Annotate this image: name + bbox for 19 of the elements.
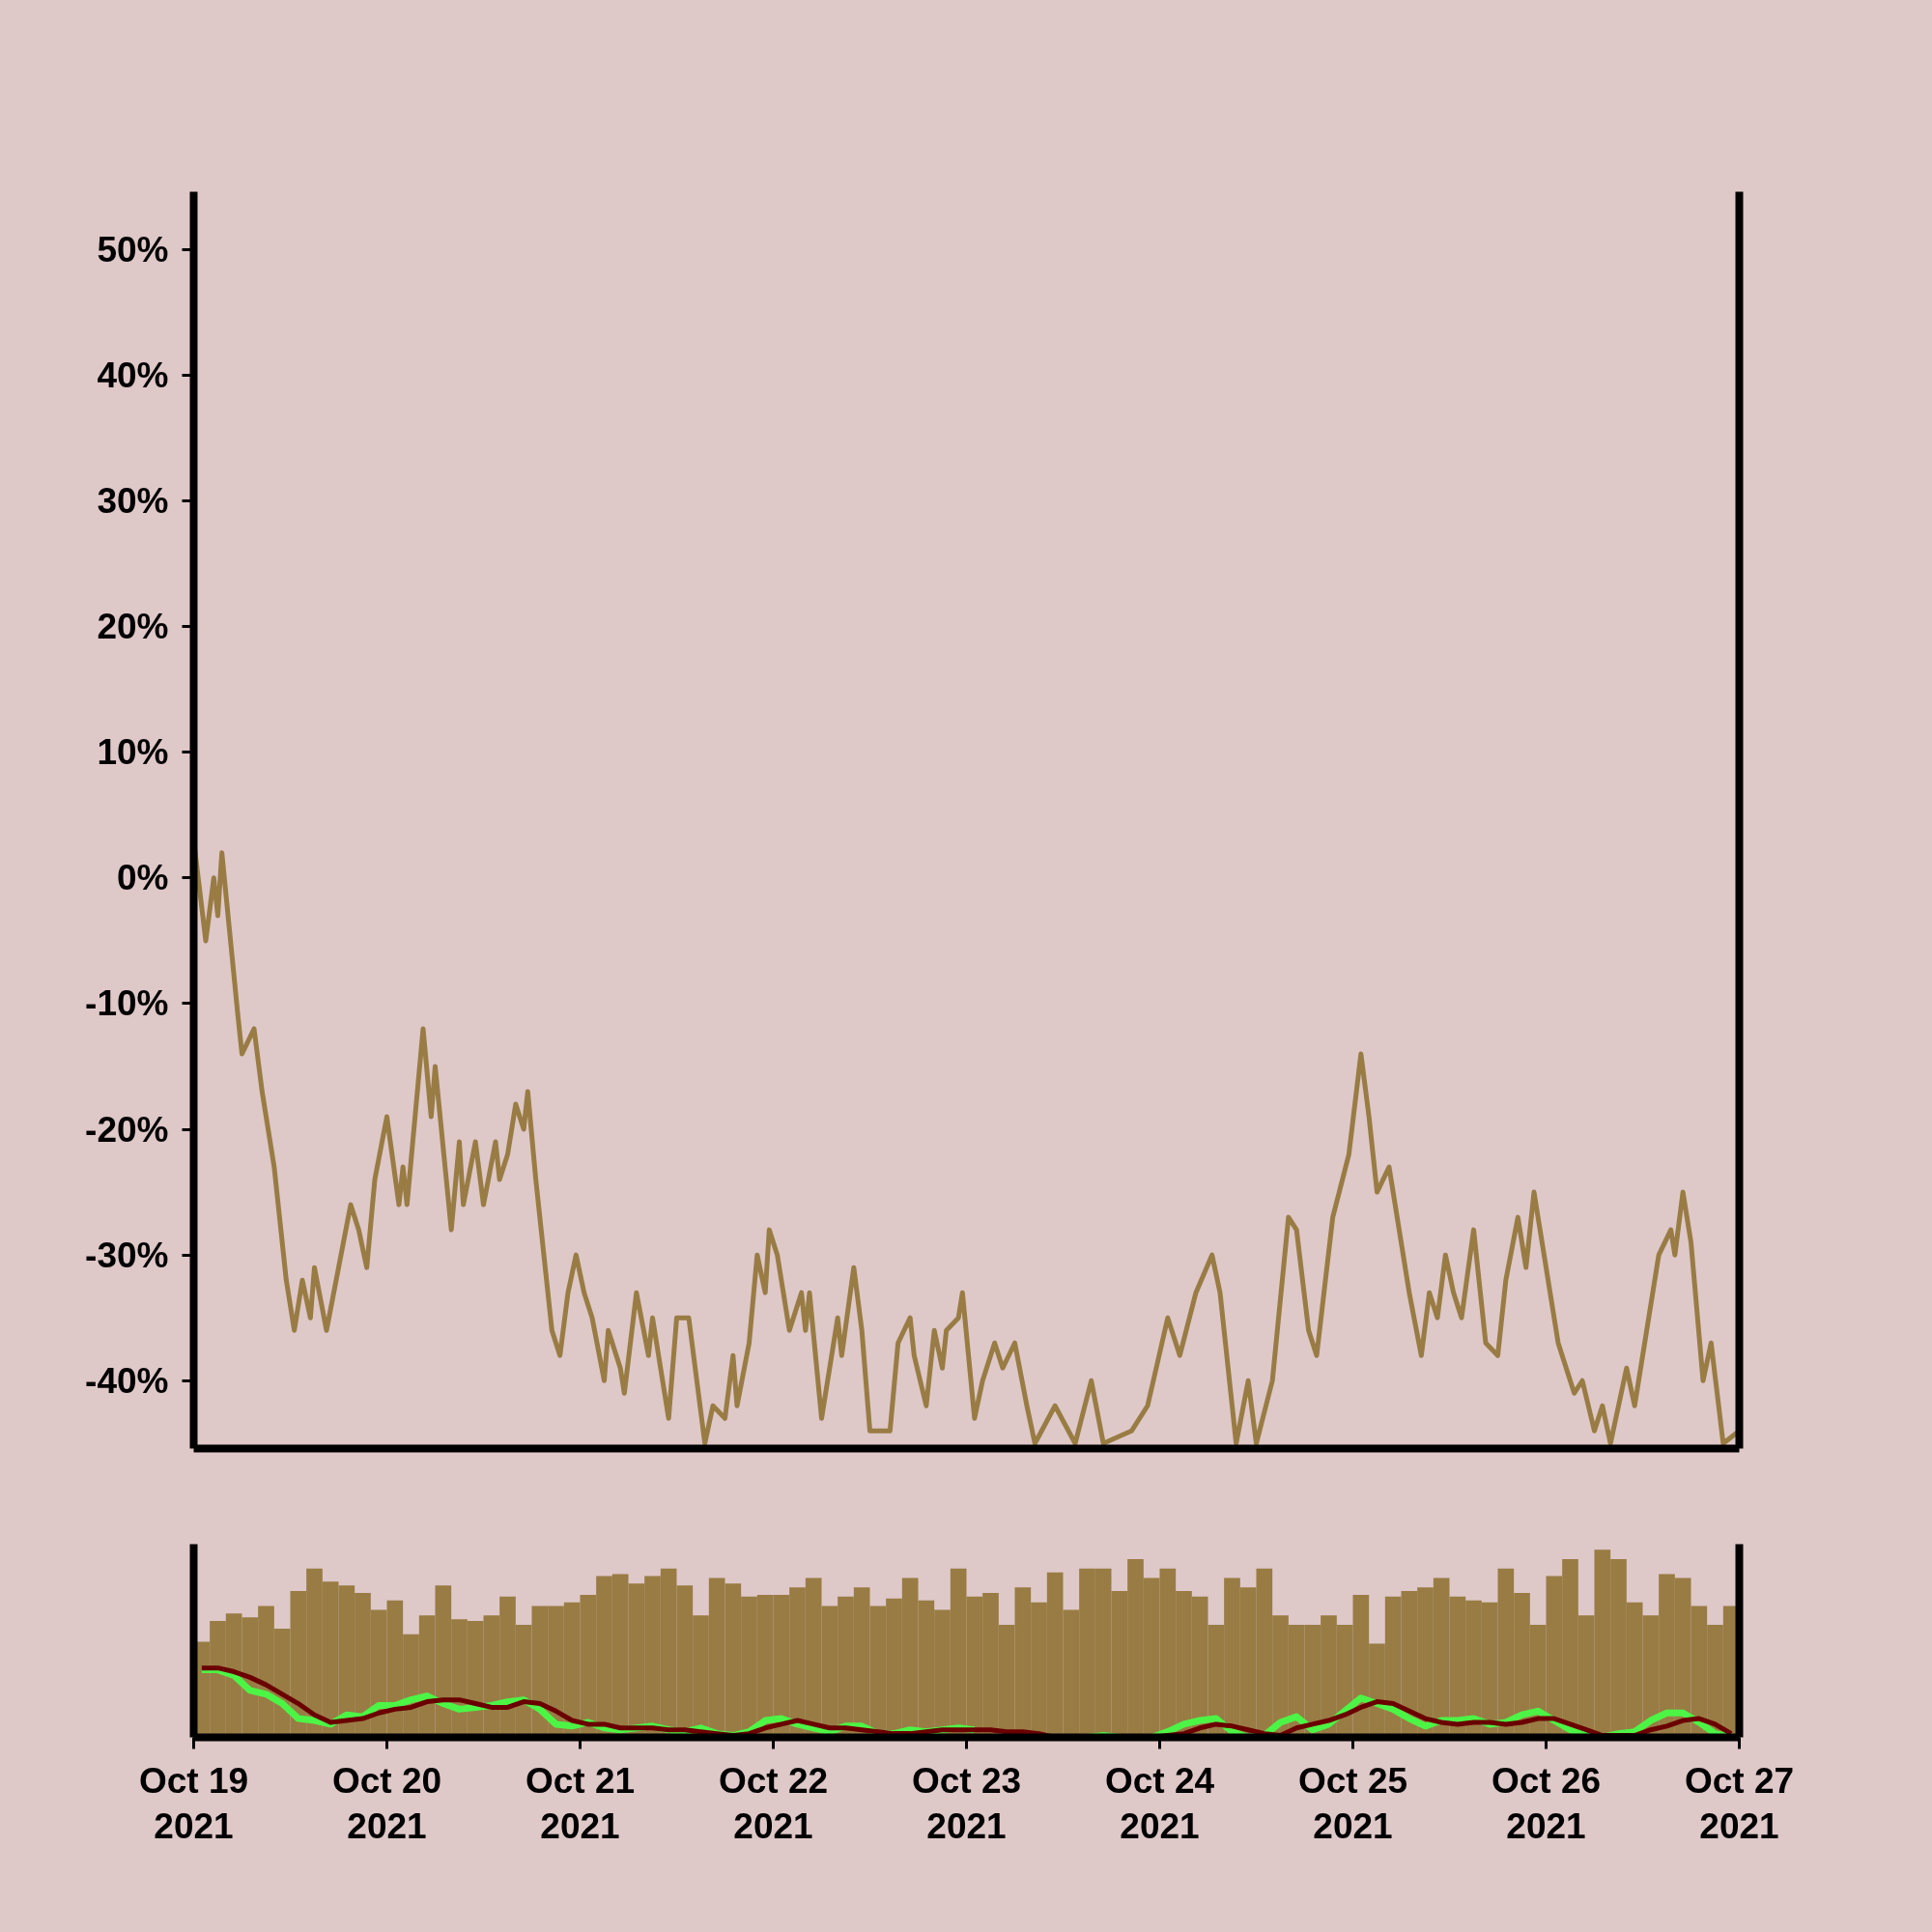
y-tick-label: -10% (85, 983, 169, 1024)
x-tick-label: Oct 26 2021 (1491, 1760, 1602, 1846)
x-tick-label: Oct 19 2021 (138, 1760, 249, 1846)
y-tick-label: 50% (97, 229, 169, 270)
y-tick-label: 0% (117, 858, 169, 898)
y-tick-label: 30% (97, 481, 169, 522)
x-tick-label: Oct 23 2021 (911, 1760, 1022, 1846)
y-tick-label: 10% (97, 732, 169, 773)
x-tick-label: Oct 22 2021 (718, 1760, 829, 1846)
y-tick-label: 40% (97, 355, 169, 395)
y-tick-label: -30% (85, 1235, 169, 1275)
y-tick-label: -20% (85, 1109, 169, 1150)
y-tick-label: -40% (85, 1360, 169, 1401)
x-tick-label: Oct 25 2021 (1297, 1760, 1408, 1846)
x-tick-label: Oct 24 2021 (1104, 1760, 1215, 1846)
y-tick-label: 20% (97, 607, 169, 647)
x-tick-label: Oct 27 2021 (1684, 1760, 1795, 1846)
x-tick-label: Oct 21 2021 (525, 1760, 636, 1846)
x-tick-label: Oct 20 2021 (331, 1760, 442, 1846)
